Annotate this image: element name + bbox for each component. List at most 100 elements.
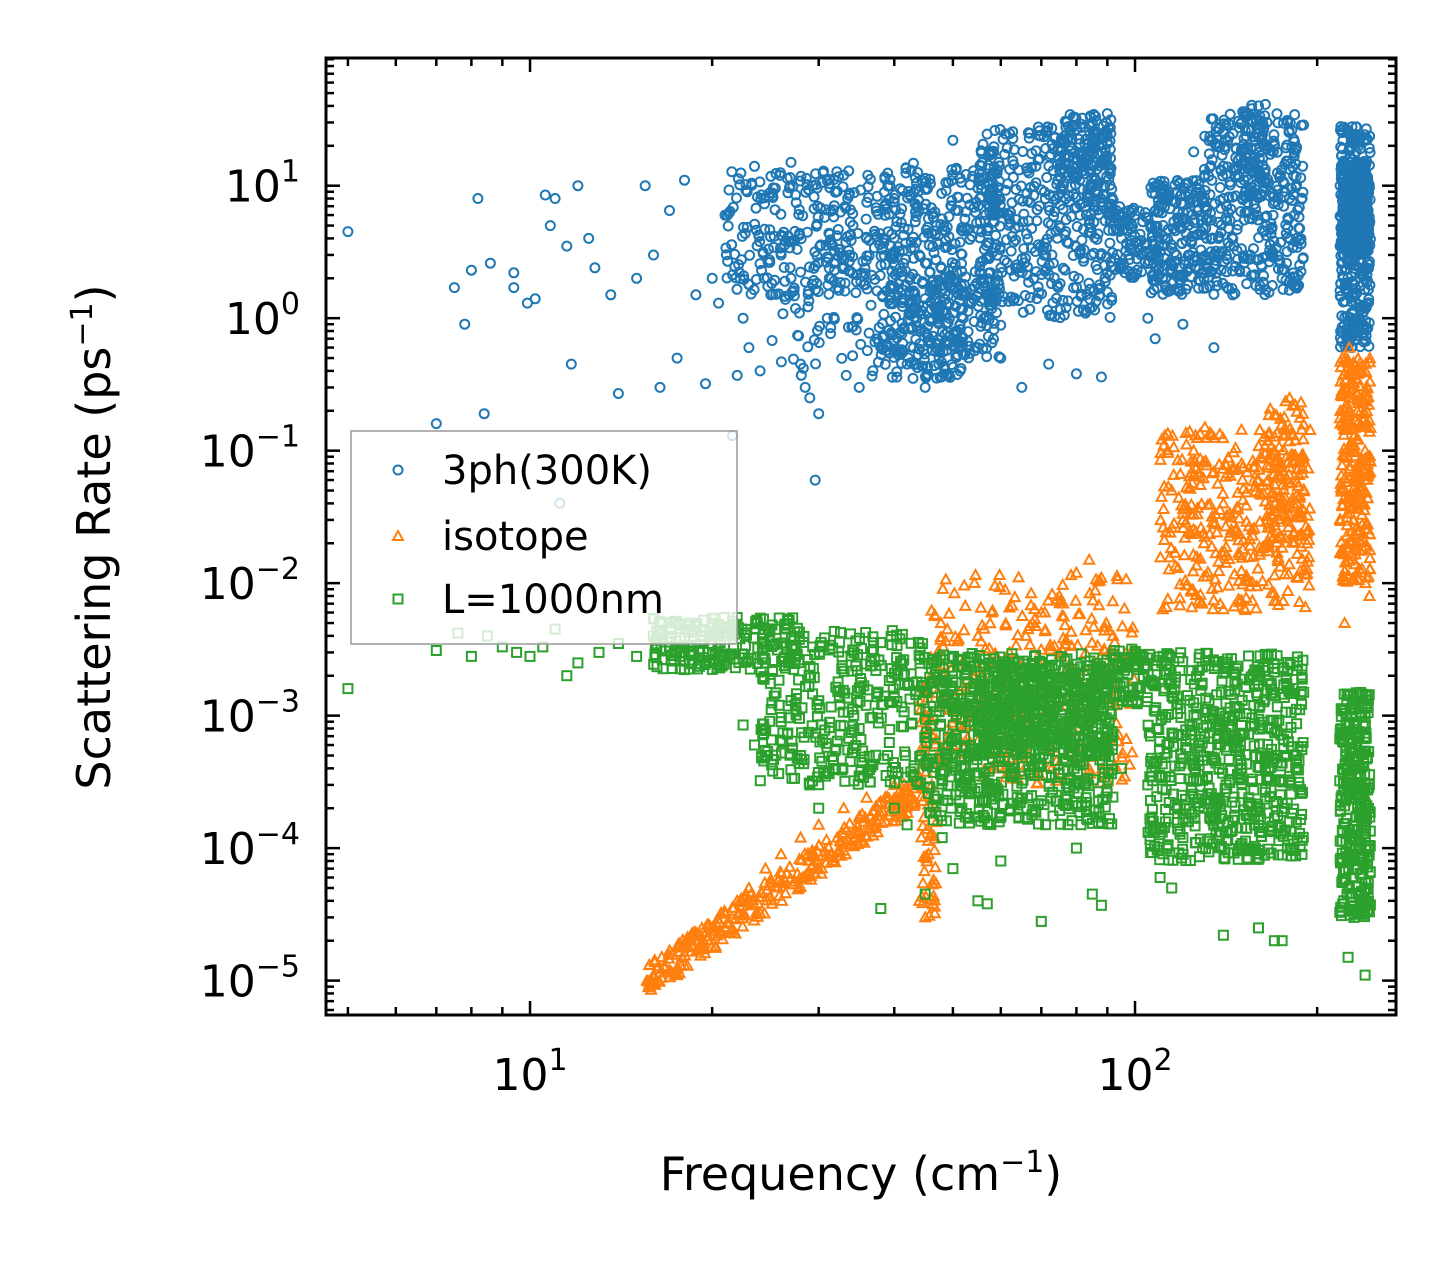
data-point xyxy=(729,248,741,260)
data-point xyxy=(905,236,917,248)
data-point xyxy=(1161,591,1175,604)
data-point xyxy=(730,272,742,284)
data-point xyxy=(793,209,805,220)
data-point xyxy=(802,341,814,353)
data-point xyxy=(907,372,919,384)
data-point xyxy=(750,202,762,214)
series-3 xyxy=(342,612,1376,981)
series-1 xyxy=(342,98,1376,509)
data-point xyxy=(942,338,954,350)
data-point xyxy=(928,289,940,301)
data-point xyxy=(762,256,774,268)
data-point xyxy=(775,208,787,220)
data-point xyxy=(819,832,834,845)
data-point xyxy=(664,205,675,216)
data-point xyxy=(729,261,741,273)
data-point xyxy=(935,262,947,274)
data-point xyxy=(720,242,732,254)
data-point xyxy=(960,169,972,180)
data-point xyxy=(913,205,925,217)
data-point xyxy=(888,232,900,244)
data-point xyxy=(1104,311,1116,323)
data-point xyxy=(448,282,460,294)
data-point xyxy=(827,239,839,251)
data-point xyxy=(956,258,967,270)
data-point xyxy=(1069,593,1083,606)
data-point xyxy=(877,291,889,303)
data-point xyxy=(867,365,879,377)
data-point xyxy=(927,314,938,326)
data-point xyxy=(777,308,789,320)
data-point xyxy=(1294,395,1308,408)
data-point xyxy=(774,847,788,860)
data-point xyxy=(759,223,771,235)
data-point xyxy=(1119,731,1133,744)
data-point xyxy=(888,253,900,264)
data-point xyxy=(861,250,873,262)
data-point xyxy=(868,242,880,254)
data-point xyxy=(749,160,760,172)
data-point xyxy=(1271,108,1283,120)
data-point xyxy=(855,338,867,350)
data-point xyxy=(836,352,848,364)
data-point xyxy=(847,350,859,362)
data-point xyxy=(894,327,906,338)
data-point xyxy=(690,289,702,301)
data-point xyxy=(845,235,857,246)
data-point xyxy=(789,772,801,784)
data-point xyxy=(750,274,762,285)
data-point xyxy=(819,211,831,223)
data-point xyxy=(732,173,744,185)
series-layer xyxy=(342,98,1378,995)
data-point xyxy=(942,606,956,619)
data-point xyxy=(821,251,833,263)
data-point xyxy=(957,225,969,237)
data-point xyxy=(918,354,930,366)
data-point xyxy=(882,339,894,351)
data-point xyxy=(342,226,354,238)
data-point xyxy=(917,864,932,877)
data-point xyxy=(931,338,943,350)
data-point xyxy=(731,283,743,295)
data-point xyxy=(1056,577,1070,590)
data-point xyxy=(860,213,872,225)
data-point xyxy=(549,193,561,204)
data-point xyxy=(785,156,797,168)
data-point xyxy=(790,197,802,209)
data-point xyxy=(731,192,742,204)
data-point xyxy=(909,183,921,195)
data-point xyxy=(1253,423,1267,436)
data-point xyxy=(813,337,825,349)
data-point xyxy=(879,258,891,270)
data-point xyxy=(808,191,820,203)
data-point xyxy=(825,238,837,250)
data-point xyxy=(959,349,971,361)
data-point xyxy=(919,381,931,393)
data-point xyxy=(919,257,931,269)
data-point xyxy=(544,220,556,232)
data-point xyxy=(572,180,584,192)
data-point xyxy=(811,250,823,262)
data-point xyxy=(794,175,806,187)
data-point xyxy=(800,172,812,184)
data-point xyxy=(874,270,886,281)
data-point xyxy=(925,202,937,214)
data-point xyxy=(880,198,892,209)
data-point xyxy=(1234,422,1249,435)
data-point xyxy=(679,174,690,186)
data-point xyxy=(758,861,773,874)
data-point xyxy=(459,318,471,330)
data-point xyxy=(734,179,746,191)
data-point xyxy=(886,371,898,383)
data-point xyxy=(565,358,577,370)
data-point xyxy=(866,370,878,382)
data-point xyxy=(812,200,824,212)
data-point xyxy=(880,341,892,353)
data-point xyxy=(939,293,951,305)
data-point xyxy=(907,231,919,243)
data-point xyxy=(1115,772,1129,785)
data-point xyxy=(706,272,718,284)
data-point xyxy=(739,228,751,239)
data-point xyxy=(917,300,929,312)
